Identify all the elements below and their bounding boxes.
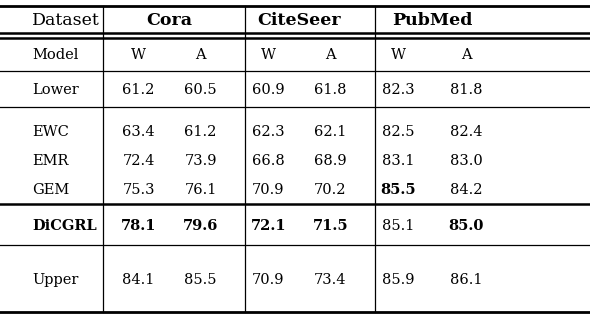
- Text: 61.8: 61.8: [314, 83, 347, 97]
- Text: 73.4: 73.4: [314, 273, 347, 287]
- Text: Model: Model: [32, 48, 79, 62]
- Text: 72.1: 72.1: [251, 219, 286, 233]
- Text: 62.3: 62.3: [252, 125, 285, 139]
- Text: 82.5: 82.5: [382, 125, 415, 139]
- Text: CiteSeer: CiteSeer: [258, 12, 341, 29]
- Text: 60.9: 60.9: [252, 83, 285, 97]
- Text: 72.4: 72.4: [123, 154, 155, 168]
- Text: Cora: Cora: [147, 12, 192, 29]
- Text: EWC: EWC: [32, 125, 70, 139]
- Text: 75.3: 75.3: [122, 183, 155, 197]
- Text: 61.2: 61.2: [123, 83, 155, 97]
- Text: 81.8: 81.8: [450, 83, 483, 97]
- Text: 70.2: 70.2: [314, 183, 347, 197]
- Text: 83.1: 83.1: [382, 154, 415, 168]
- Text: W: W: [131, 48, 146, 62]
- Text: 70.9: 70.9: [252, 273, 285, 287]
- Text: 85.0: 85.0: [448, 219, 484, 233]
- Text: 85.1: 85.1: [382, 219, 414, 233]
- Text: 82.4: 82.4: [450, 125, 483, 139]
- Text: GEM: GEM: [32, 183, 70, 197]
- Text: Upper: Upper: [32, 273, 79, 287]
- Text: A: A: [325, 48, 336, 62]
- Text: 78.1: 78.1: [121, 219, 156, 233]
- Text: 73.9: 73.9: [184, 154, 217, 168]
- Text: W: W: [261, 48, 276, 62]
- Text: 84.2: 84.2: [450, 183, 483, 197]
- Text: 85.5: 85.5: [184, 273, 217, 287]
- Text: 71.5: 71.5: [313, 219, 348, 233]
- Text: 62.1: 62.1: [314, 125, 346, 139]
- Text: 70.9: 70.9: [252, 183, 285, 197]
- Text: EMR: EMR: [32, 154, 69, 168]
- Text: W: W: [391, 48, 406, 62]
- Text: Dataset: Dataset: [32, 12, 100, 29]
- Text: DiCGRL: DiCGRL: [32, 219, 97, 233]
- Text: 60.5: 60.5: [184, 83, 217, 97]
- Text: 66.8: 66.8: [252, 154, 285, 168]
- Text: A: A: [461, 48, 471, 62]
- Text: PubMed: PubMed: [392, 12, 473, 29]
- Text: 79.6: 79.6: [183, 219, 218, 233]
- Text: 63.4: 63.4: [122, 125, 155, 139]
- Text: 82.3: 82.3: [382, 83, 415, 97]
- Text: 86.1: 86.1: [450, 273, 483, 287]
- Text: 83.0: 83.0: [450, 154, 483, 168]
- Text: 85.5: 85.5: [381, 183, 416, 197]
- Text: 61.2: 61.2: [185, 125, 217, 139]
- Text: 68.9: 68.9: [314, 154, 347, 168]
- Text: 85.9: 85.9: [382, 273, 415, 287]
- Text: A: A: [195, 48, 206, 62]
- Text: Lower: Lower: [32, 83, 79, 97]
- Text: 76.1: 76.1: [185, 183, 217, 197]
- Text: 84.1: 84.1: [123, 273, 155, 287]
